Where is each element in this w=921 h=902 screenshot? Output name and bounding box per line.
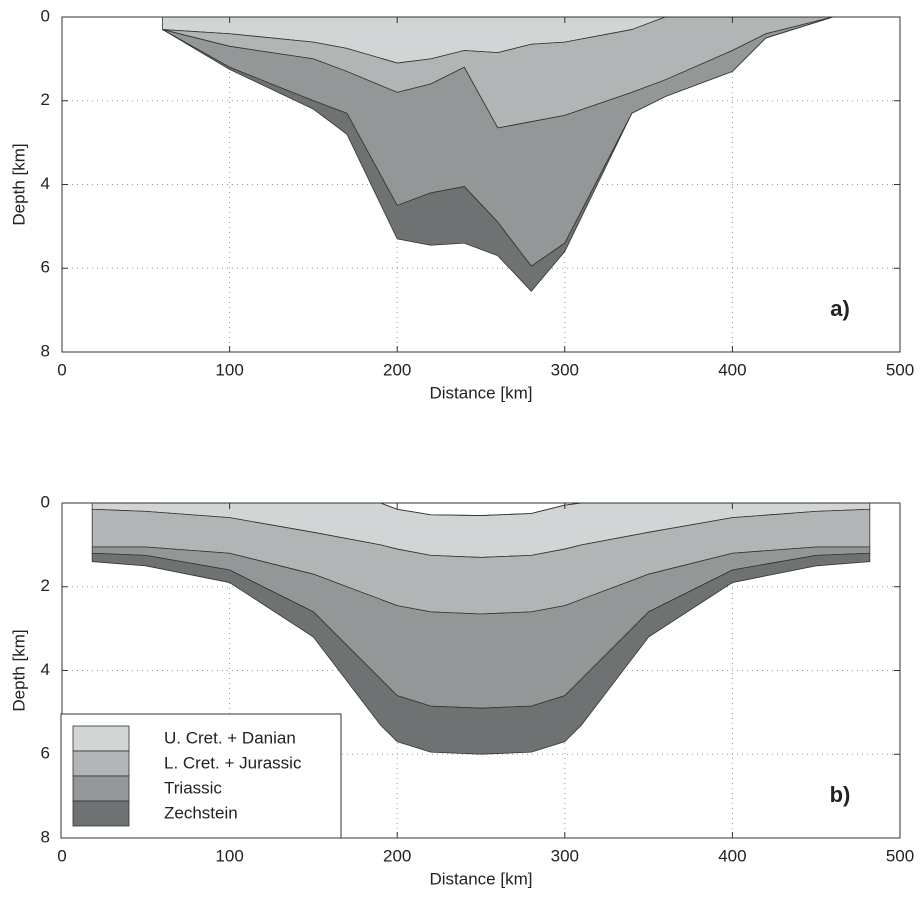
x-tick-label: 300: [551, 360, 579, 379]
y-tick-label: 0: [41, 492, 50, 511]
y-axis-label: Depth [km]: [9, 143, 28, 225]
x-tick-label: 0: [57, 360, 66, 379]
x-tick-label: 200: [383, 846, 411, 865]
x-tick-label: 100: [215, 846, 243, 865]
y-tick-label: 4: [41, 174, 50, 193]
x-tick-label: 100: [215, 360, 243, 379]
y-tick-label: 4: [41, 660, 50, 679]
x-tick-label: 500: [886, 846, 914, 865]
x-axis-label: Distance [km]: [430, 383, 533, 402]
legend-swatch: [72, 800, 130, 827]
x-tick-label: 300: [551, 846, 579, 865]
annotation: a): [830, 296, 850, 321]
legend-swatch: [72, 750, 130, 777]
x-tick-label: 400: [718, 846, 746, 865]
legend-swatch: [72, 725, 130, 752]
legend-swatch: [72, 775, 130, 802]
y-tick-label: 8: [41, 341, 50, 360]
y-tick-label: 2: [41, 576, 50, 595]
y-tick-label: 6: [41, 258, 50, 277]
x-tick-label: 200: [383, 360, 411, 379]
legend-label: L. Cret. + Jurassic: [164, 753, 302, 772]
x-tick-label: 500: [886, 360, 914, 379]
layer-area: [91, 552, 871, 755]
y-tick-label: 0: [41, 6, 50, 25]
x-axis-label: Distance [km]: [430, 869, 533, 888]
y-tick-label: 8: [41, 827, 50, 846]
y-tick-label: 2: [41, 90, 50, 109]
legend-label: Zechstein: [164, 803, 238, 822]
x-tick-label: 0: [57, 846, 66, 865]
y-axis-label: Depth [km]: [9, 629, 28, 711]
legend-label: U. Cret. + Danian: [164, 728, 296, 747]
annotation: b): [830, 782, 851, 807]
y-tick-label: 6: [41, 744, 50, 763]
x-tick-label: 400: [718, 360, 746, 379]
legend-label: Triassic: [164, 778, 222, 797]
